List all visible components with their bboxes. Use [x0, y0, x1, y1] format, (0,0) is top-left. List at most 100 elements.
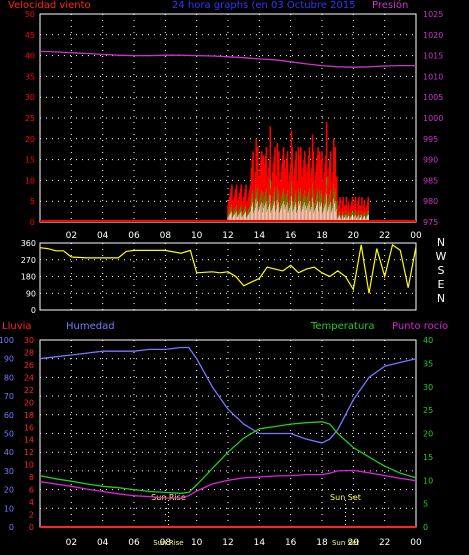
- rain-tick-label: 26: [24, 361, 34, 370]
- dewpoint-label: Punto rocío: [392, 321, 449, 332]
- rain-tick-label: 14: [24, 436, 34, 445]
- rain-tick-label: 22: [24, 386, 34, 395]
- x-tick-label: 22: [379, 538, 390, 548]
- wind-tick-label: 25: [25, 114, 35, 123]
- pressure-line: [39, 50, 416, 68]
- x-tick-label: 12: [222, 538, 233, 548]
- x-tick-label: 10: [191, 231, 203, 241]
- compass-label-n: N: [437, 236, 445, 249]
- temperature-tick-label: 35: [423, 359, 433, 368]
- x-tick-label: 06: [128, 231, 140, 241]
- humidity-temperature-panel: 0102030405060708090100024681012141618202…: [0, 336, 433, 548]
- humidity-tick-label: 0: [9, 523, 14, 532]
- rain-tick-label: 0: [29, 523, 34, 532]
- rain-tick-label: 24: [24, 373, 34, 382]
- rain-tick-label: 6: [29, 486, 34, 495]
- rain-tick-label: 2: [29, 511, 34, 520]
- wind-tick-label: 5: [30, 197, 35, 206]
- wind-tick-label: 40: [25, 52, 35, 61]
- humidity-tick-label: 10: [4, 504, 14, 513]
- compass-label-e: E: [438, 278, 445, 291]
- pressure-tick-label: 1000: [423, 114, 443, 123]
- pressure-tick-label: 985: [423, 176, 438, 185]
- rain-tick-label: 18: [24, 411, 34, 420]
- humidity-tick-label: 50: [4, 430, 14, 439]
- temperature-tick-label: 30: [423, 383, 433, 392]
- chart-title: 24 hora graphs (en 03 Octubre 2015: [172, 0, 356, 11]
- wind-tick-label: 20: [25, 135, 35, 144]
- pressure-tick-label: 1020: [423, 31, 443, 40]
- humidity-label: Humedad: [66, 321, 115, 332]
- sunrise-label-bottom: Sun Rise: [153, 539, 183, 547]
- x-tick-label: 10: [191, 538, 203, 548]
- temperature-line: [39, 421, 417, 494]
- humidity-tick-label: 20: [4, 486, 14, 495]
- temperature-tick-label: 0: [423, 523, 428, 532]
- dewpoint-line: [39, 469, 417, 499]
- x-tick-label: 22: [379, 231, 390, 241]
- x-tick-label: 04: [97, 538, 109, 548]
- wind-tick-label: 10: [25, 176, 35, 185]
- pressure-label: Presión: [372, 0, 409, 11]
- x-tick-label: 18: [316, 538, 328, 548]
- humidity-tick-label: 90: [4, 355, 14, 364]
- pressure-tick-label: 975: [423, 218, 438, 227]
- sunset-label-bottom: Sun Set: [332, 539, 359, 547]
- rain-tick-label: 4: [29, 498, 34, 507]
- x-tick-label: 08: [160, 231, 172, 241]
- humidity-tick-label: 100: [0, 336, 14, 345]
- pressure-tick-label: 995: [423, 135, 438, 144]
- pressure-tick-label: 1025: [423, 10, 443, 19]
- humidity-line: [39, 346, 417, 444]
- humidity-tick-label: 60: [4, 411, 14, 420]
- rain-tick-label: 12: [24, 448, 34, 457]
- x-tick-label: 20: [348, 538, 360, 548]
- rain-tick-label: 20: [24, 398, 34, 407]
- rain-label: Lluvia: [2, 321, 32, 332]
- humidity-tick-label: 70: [4, 392, 14, 401]
- x-tick-label: 18: [316, 231, 328, 241]
- pressure-tick-label: 1005: [423, 93, 443, 102]
- wind-tick-label: 50: [25, 10, 35, 19]
- x-tick-label: 06: [128, 538, 140, 548]
- x-tick-label: 14: [254, 231, 266, 241]
- rain-tick-label: 16: [24, 423, 34, 432]
- rain-tick-label: 30: [24, 336, 34, 345]
- x-tick-label: 12: [222, 231, 233, 241]
- pressure-tick-label: 990: [423, 156, 438, 165]
- x-tick-label: 00: [410, 538, 422, 548]
- x-tick-label: 02: [66, 538, 77, 548]
- x-tick-label: 16: [285, 538, 297, 548]
- rain-tick-label: 8: [29, 473, 34, 482]
- pressure-tick-label: 1015: [423, 52, 443, 61]
- pressure-tick-label: 1010: [423, 72, 443, 81]
- direction-tick-label: 90: [26, 289, 36, 298]
- sunset-label: Sun Set: [330, 493, 361, 502]
- x-tick-label: 14: [254, 538, 266, 548]
- direction-tick-label: 360: [21, 239, 36, 248]
- direction-tick-label: 0: [31, 306, 36, 315]
- temperature-tick-label: 5: [423, 500, 428, 509]
- direction-line: [39, 243, 417, 294]
- compass-label-n: N: [437, 292, 445, 305]
- compass-label-s: S: [438, 264, 445, 277]
- wind-tick-label: 15: [25, 156, 35, 165]
- wind-tick-label: 35: [25, 72, 35, 81]
- rain-tick-label: 28: [24, 348, 34, 357]
- x-tick-label: 16: [285, 231, 297, 241]
- x-tick-label: 04: [97, 231, 109, 241]
- wind-panel-frame: [39, 13, 417, 223]
- x-tick-label: 00: [410, 231, 422, 241]
- x-tick-label: 08: [160, 538, 172, 548]
- wind-pressure-panel: 0510152025303540455097598098599099510001…: [25, 10, 444, 241]
- temperature-tick-label: 15: [423, 453, 433, 462]
- humidity-tick-label: 30: [4, 467, 14, 476]
- rain-tick-label: 10: [24, 461, 34, 470]
- wind-speed-label: Velocidad viento: [8, 0, 91, 11]
- wind-tick-label: 0: [30, 218, 35, 227]
- wind-tick-label: 45: [25, 31, 35, 40]
- humidity-tick-label: 40: [4, 448, 14, 457]
